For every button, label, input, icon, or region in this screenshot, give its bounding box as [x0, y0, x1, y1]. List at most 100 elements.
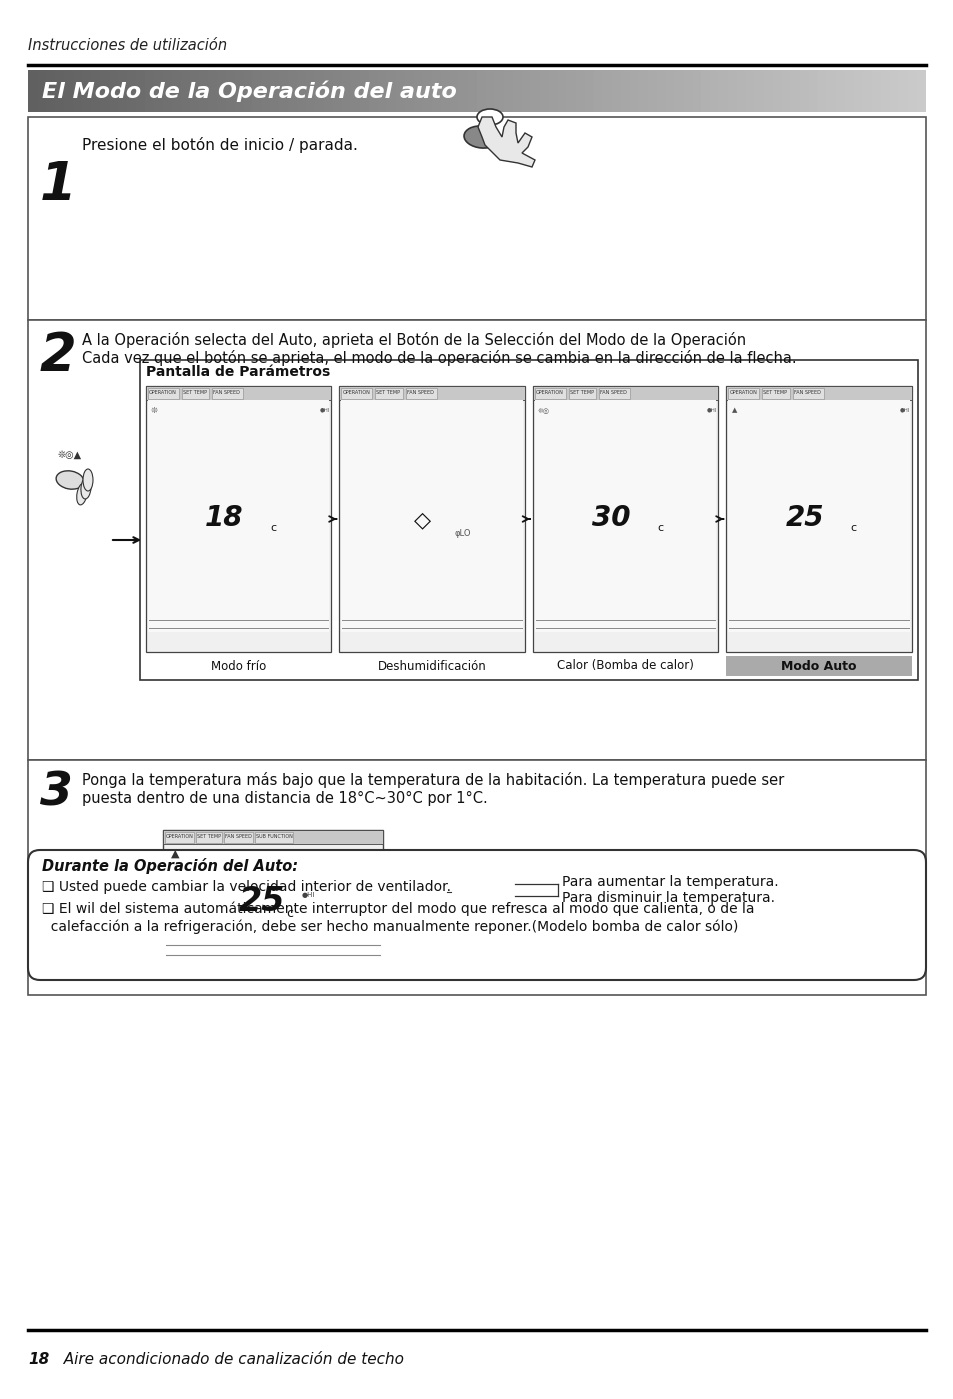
FancyBboxPatch shape: [28, 851, 925, 981]
Bar: [584, 70, 593, 112]
Bar: [513, 70, 521, 112]
Bar: [333, 70, 342, 112]
Bar: [468, 70, 476, 112]
Bar: [423, 70, 432, 112]
Text: puesta dentro de una distancia de 18°C~30°C por 1°C.: puesta dentro de una distancia de 18°C~3…: [82, 790, 487, 806]
Bar: [225, 70, 234, 112]
Bar: [598, 388, 630, 399]
Bar: [324, 70, 333, 112]
Bar: [533, 386, 718, 400]
Bar: [602, 70, 611, 112]
Bar: [611, 70, 620, 112]
Bar: [163, 830, 382, 960]
Text: Presione el botón de inicio / parada.: Presione el botón de inicio / parada.: [82, 137, 357, 152]
Ellipse shape: [76, 483, 87, 505]
Text: 25: 25: [238, 886, 285, 918]
Bar: [773, 70, 781, 112]
Bar: [485, 70, 495, 112]
Text: Para aumentar la temperatura.: Para aumentar la temperatura.: [561, 874, 778, 888]
Text: ●HI: ●HI: [706, 407, 717, 413]
Text: Cada vez que el botón se aprieta, el modo de la operación se cambia en la direcc: Cada vez que el botón se aprieta, el mod…: [82, 350, 796, 367]
Bar: [719, 70, 728, 112]
Bar: [339, 386, 524, 652]
Ellipse shape: [476, 109, 502, 125]
Bar: [405, 70, 414, 112]
Text: SET TEMP: SET TEMP: [196, 834, 221, 839]
Bar: [369, 70, 377, 112]
Bar: [279, 70, 288, 112]
Bar: [898, 70, 907, 112]
Text: Modo Auto: Modo Auto: [781, 659, 856, 673]
Bar: [91, 70, 100, 112]
Bar: [109, 70, 117, 112]
Bar: [213, 388, 243, 399]
Bar: [271, 70, 279, 112]
Bar: [440, 70, 450, 112]
Bar: [117, 70, 127, 112]
Bar: [28, 760, 925, 995]
Text: FAN SPEED: FAN SPEED: [213, 390, 240, 396]
Text: Instrucciones de utilización: Instrucciones de utilización: [28, 39, 227, 53]
Text: ❊◎: ❊◎: [537, 407, 550, 413]
Bar: [853, 70, 862, 112]
Bar: [261, 70, 271, 112]
Text: 25: 25: [785, 504, 823, 532]
Bar: [127, 70, 135, 112]
Bar: [146, 386, 331, 400]
Bar: [145, 70, 153, 112]
Text: ●HI: ●HI: [319, 407, 330, 413]
Text: ❑ El wil del sistema automáticamente interruptor del modo que refresca al modo q: ❑ El wil del sistema automáticamente int…: [42, 902, 754, 916]
Bar: [208, 70, 216, 112]
Text: Ponga la temperatura más bajo que la temperatura de la habitación. La temperatur: Ponga la temperatura más bajo que la tem…: [82, 772, 783, 788]
Text: ●HI: ●HI: [899, 407, 909, 413]
Text: 2: 2: [40, 330, 76, 382]
Ellipse shape: [463, 126, 499, 148]
Bar: [881, 70, 889, 112]
Bar: [64, 70, 72, 112]
Polygon shape: [464, 881, 478, 895]
Text: FAN SPEED: FAN SPEED: [407, 390, 434, 396]
Text: OPERATION: OPERATION: [166, 834, 193, 839]
Text: SUB FUNCTION: SUB FUNCTION: [255, 834, 293, 839]
Bar: [341, 388, 372, 399]
Bar: [360, 70, 369, 112]
Bar: [341, 400, 522, 632]
Bar: [28, 118, 925, 320]
Ellipse shape: [456, 874, 510, 907]
Bar: [375, 388, 402, 399]
Bar: [871, 70, 881, 112]
Bar: [315, 70, 324, 112]
Bar: [495, 70, 503, 112]
Bar: [180, 70, 190, 112]
Bar: [535, 400, 716, 632]
Bar: [700, 70, 710, 112]
Bar: [458, 70, 468, 112]
Text: ❊: ❊: [151, 406, 158, 414]
Bar: [172, 70, 180, 112]
Bar: [414, 70, 423, 112]
Text: FAN SPEED: FAN SPEED: [599, 390, 627, 396]
Bar: [745, 70, 755, 112]
Bar: [726, 386, 911, 400]
Bar: [165, 832, 193, 844]
Bar: [195, 832, 222, 844]
Text: c: c: [286, 907, 293, 921]
Text: ▲: ▲: [731, 407, 736, 413]
Bar: [836, 70, 844, 112]
Bar: [377, 70, 387, 112]
Bar: [763, 70, 773, 112]
Bar: [568, 388, 596, 399]
Bar: [438, 873, 447, 905]
Bar: [82, 70, 91, 112]
Bar: [620, 70, 629, 112]
Bar: [761, 388, 789, 399]
Text: SET TEMP: SET TEMP: [569, 390, 593, 396]
Bar: [306, 70, 315, 112]
Bar: [46, 70, 55, 112]
Bar: [163, 70, 172, 112]
Bar: [629, 70, 638, 112]
Bar: [728, 70, 737, 112]
Bar: [781, 70, 790, 112]
Text: Pantalla de Parámetros: Pantalla de Parámetros: [146, 365, 330, 379]
Text: FAN SPEED: FAN SPEED: [793, 390, 820, 396]
